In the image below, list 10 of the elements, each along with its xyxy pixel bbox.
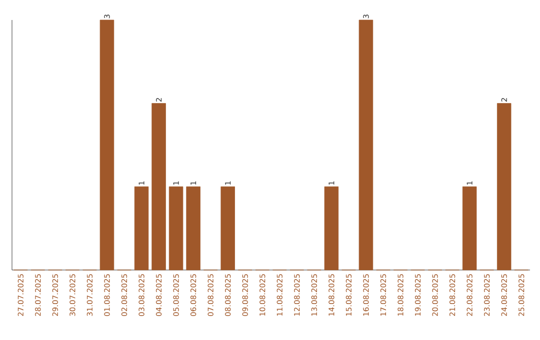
bar (134, 186, 149, 270)
bar (497, 103, 512, 270)
bar (462, 186, 477, 270)
bar (220, 186, 235, 270)
bar (324, 186, 339, 270)
bar (358, 20, 374, 270)
bar (152, 103, 166, 270)
bar (100, 20, 114, 270)
bar (168, 186, 184, 270)
bar (186, 186, 200, 270)
